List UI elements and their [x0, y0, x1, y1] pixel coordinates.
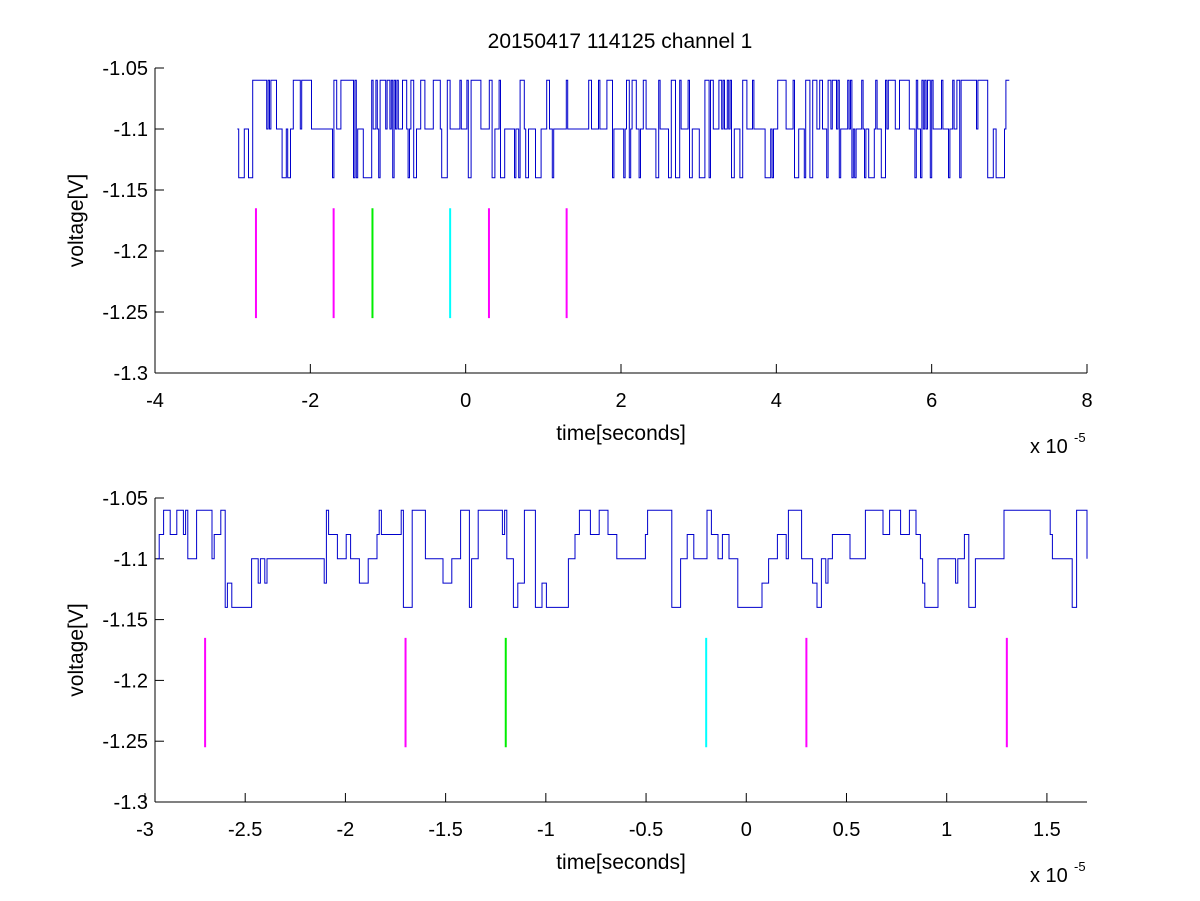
y-tick-label: -1.3	[114, 363, 148, 385]
x-tick-label: 6	[926, 390, 937, 412]
y-axis-label: voltage[V]	[65, 174, 88, 267]
x-tick-label: -3	[136, 819, 154, 841]
y-tick-label: -1.2	[114, 241, 148, 263]
top-plot: -1.05 -1.1 -1.15 -1.2 -1.25 -1.3 -4 -2 0 2 4 6 8 time…	[65, 58, 1093, 458]
chart-title: 20150417 114125 channel 1	[488, 30, 753, 53]
y-tick-label: -1.25	[102, 731, 148, 753]
x-tick-label: -2	[301, 390, 319, 412]
x-tick-label: 0.5	[833, 819, 861, 841]
x-tick-label: 0	[741, 819, 752, 841]
y-tick-label: -1.1	[114, 119, 148, 141]
y-tick-label: -1.2	[114, 670, 148, 692]
x-multiplier-exponent: -5	[1074, 859, 1086, 874]
x-tick-label: 2	[615, 390, 626, 412]
x-tick-label: 1	[941, 819, 952, 841]
x-tick-label: -2	[337, 819, 355, 841]
x-multiplier-label: x 10	[1030, 865, 1068, 887]
y-tick-label: -1.25	[102, 302, 148, 324]
y-tick-label: -1.15	[102, 610, 148, 632]
signal-trace	[157, 509, 1088, 608]
x-axis-label: time[seconds]	[556, 851, 686, 874]
y-tick-label: -1.05	[102, 58, 148, 80]
bottom-plot: -1.05 -1.1 -1.15 -1.2 -1.25 -1.3 -3 -2.5 -2 -1.5 -…	[65, 488, 1088, 887]
y-tick-label: -1.1	[114, 549, 148, 571]
x-tick-label: -0.5	[629, 819, 663, 841]
x-axis-label: time[seconds]	[556, 422, 686, 445]
x-tick-label: 8	[1081, 390, 1092, 412]
y-tick-label: -1.15	[102, 180, 148, 202]
x-tick-label: 1.5	[1033, 819, 1061, 841]
signal-trace	[237, 79, 1010, 179]
x-tick-label: 0	[460, 390, 471, 412]
x-multiplier-exponent: -5	[1074, 430, 1086, 445]
x-tick-label: -1.5	[428, 819, 462, 841]
y-tick-label: -1.3	[114, 792, 148, 814]
x-tick-label: -2.5	[228, 819, 262, 841]
x-tick-label: -1	[537, 819, 555, 841]
x-tick-label: 4	[771, 390, 782, 412]
x-tick-label: -4	[146, 390, 164, 412]
y-axis-label: voltage[V]	[65, 603, 88, 696]
y-tick-label: -1.05	[102, 488, 148, 510]
x-multiplier-label: x 10	[1030, 436, 1068, 458]
